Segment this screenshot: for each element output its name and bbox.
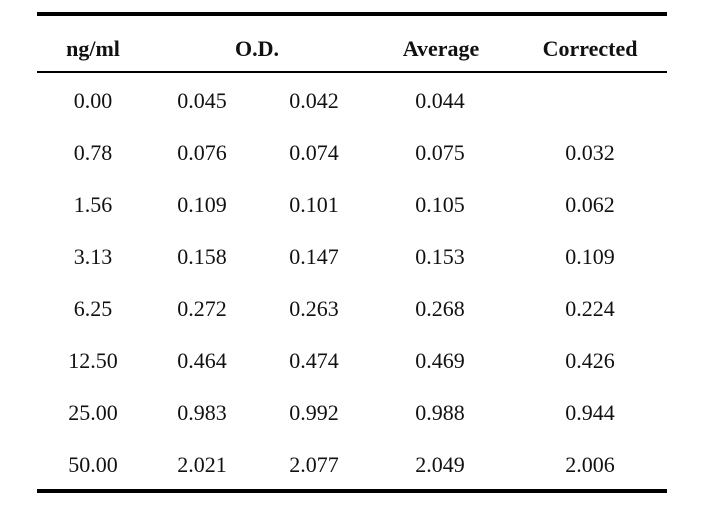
cell-od-2: 0.474: [289, 348, 339, 373]
table-header-rule: [37, 71, 667, 73]
table-row: 50.00 2.021 2.077 2.049 2.006: [0, 452, 702, 504]
cell-concentration: 0.00: [73, 88, 113, 113]
cell-corrected: 0.224: [565, 296, 615, 321]
cell-average: 0.268: [415, 296, 465, 321]
cell-od-1: 0.983: [177, 400, 227, 425]
cell-average: 0.988: [415, 400, 465, 425]
cell-concentration: 6.25: [73, 296, 113, 321]
header-corrected: Corrected: [542, 36, 638, 61]
table-row: 25.00 0.983 0.992 0.988 0.944: [0, 400, 702, 452]
cell-concentration: 25.00: [68, 400, 118, 425]
cell-concentration: 12.50: [68, 348, 118, 373]
table-top-rule: [37, 12, 667, 16]
table-row: 1.56 0.109 0.101 0.105 0.062: [0, 192, 702, 244]
cell-corrected: 2.006: [565, 452, 615, 477]
header-average: Average: [402, 36, 480, 61]
table-row: 0.78 0.076 0.074 0.075 0.032: [0, 140, 702, 192]
cell-corrected: 0.032: [565, 140, 615, 165]
cell-od-2: 2.077: [289, 452, 339, 477]
cell-od-2: 0.992: [289, 400, 339, 425]
table-body: 0.00 0.045 0.042 0.044 0.78 0.076 0.074 0.075 0.…: [0, 88, 702, 504]
cell-corrected: 0.062: [565, 192, 615, 217]
cell-concentration: 0.78: [73, 140, 113, 165]
cell-average: 0.469: [415, 348, 465, 373]
table-row: 0.00 0.045 0.042 0.044: [0, 88, 702, 140]
cell-od-1: 2.021: [177, 452, 227, 477]
table-bottom-rule: [37, 489, 667, 493]
cell-od-1: 0.109: [177, 192, 227, 217]
cell-od-2: 0.263: [289, 296, 339, 321]
table-row: 6.25 0.272 0.263 0.268 0.224: [0, 296, 702, 348]
cell-od-2: 0.147: [289, 244, 339, 269]
cell-od-2: 0.074: [289, 140, 339, 165]
cell-average: 2.049: [415, 452, 465, 477]
cell-od-1: 0.076: [177, 140, 227, 165]
cell-average: 0.105: [415, 192, 465, 217]
cell-concentration: 3.13: [73, 244, 113, 269]
cell-od-1: 0.464: [177, 348, 227, 373]
cell-od-2: 0.101: [289, 192, 339, 217]
cell-concentration: 1.56: [73, 192, 113, 217]
cell-average: 0.075: [415, 140, 465, 165]
cell-average: 0.044: [415, 88, 465, 113]
cell-corrected: 0.944: [565, 400, 615, 425]
cell-corrected: 0.109: [565, 244, 615, 269]
cell-corrected: 0.426: [565, 348, 615, 373]
cell-concentration: 50.00: [68, 452, 118, 477]
cell-od-1: 0.272: [177, 296, 227, 321]
cell-average: 0.153: [415, 244, 465, 269]
header-od: O.D.: [235, 36, 279, 61]
cell-od-2: 0.042: [289, 88, 339, 113]
cell-od-1: 0.158: [177, 244, 227, 269]
header-concentration: ng/ml: [66, 36, 120, 61]
cell-od-1: 0.045: [177, 88, 227, 113]
table-row: 3.13 0.158 0.147 0.153 0.109: [0, 244, 702, 296]
table-row: 12.50 0.464 0.474 0.469 0.426: [0, 348, 702, 400]
table-header-row: ng/ml O.D. Average Corrected: [0, 36, 702, 68]
